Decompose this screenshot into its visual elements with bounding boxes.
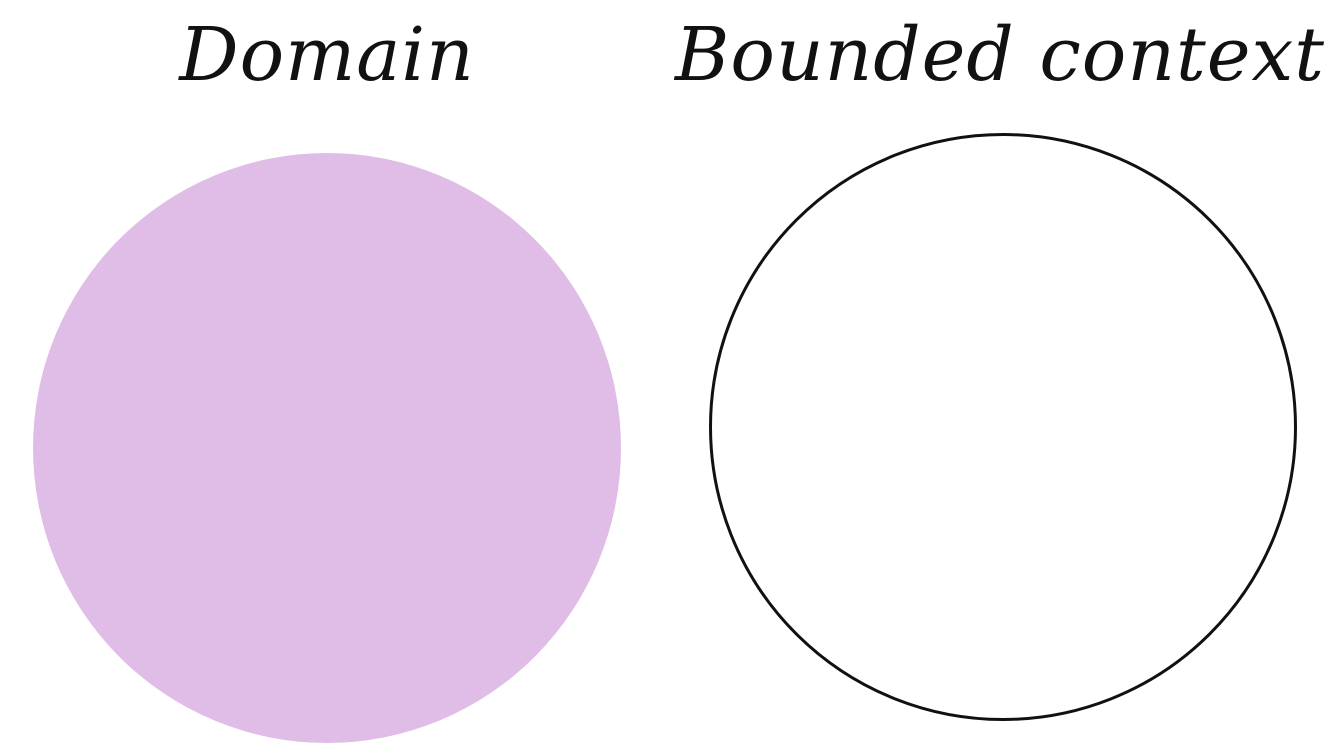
domain-circle: [33, 153, 621, 743]
bounded-context-label: Bounded context: [675, 12, 1325, 98]
bounded-context-circle: [709, 133, 1297, 721]
domain-label: Domain: [179, 12, 475, 98]
